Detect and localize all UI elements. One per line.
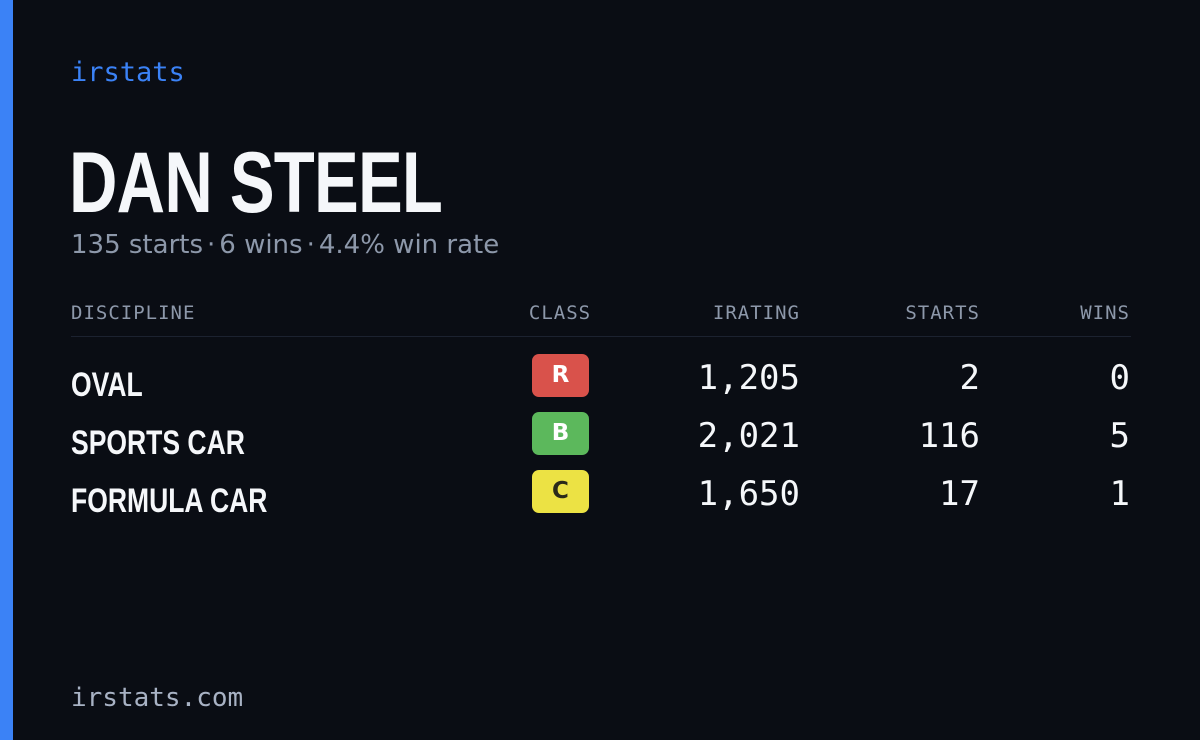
table-row: OVAL R 1,205 2 0 [71,354,1131,412]
discipline-name: SPORTS CAR [71,424,245,462]
irating-value: 2,021 [697,416,800,456]
table-header: DISCIPLINE CLASS IRATING STARTS WINS [71,298,1131,337]
starts-value: 116 [918,416,980,456]
driver-summary: 135 starts · 6 wins · 4.4% win rate [71,229,499,261]
starts-value: 17 [939,474,980,514]
summary-separator: · [306,230,315,260]
header-discipline: DISCIPLINE [71,302,196,324]
header-wins: WINS [1080,302,1130,324]
driver-name: DAN STEEL [69,135,443,231]
summary-separator: · [207,230,216,260]
license-class-badge: B [532,412,589,455]
table-row: FORMULA CAR C 1,650 17 1 [71,470,1131,528]
wins-value: 5 [1109,416,1130,456]
discipline-name: OVAL [71,366,143,404]
header-class: CLASS [528,302,592,324]
starts-value: 2 [959,358,980,398]
stats-table: DISCIPLINE CLASS IRATING STARTS WINS OVA… [71,298,1131,520]
table-row: SPORTS CAR B 2,021 116 5 [71,412,1131,470]
header-starts: STARTS [905,302,980,324]
accent-bar [0,0,13,740]
header-irating: IRATING [712,302,800,324]
brand-logo[interactable]: irstats [71,57,185,88]
summary-win-rate: 4.4% win rate [318,230,500,260]
license-class-badge: R [532,354,589,397]
license-class-badge: C [532,470,589,513]
table-body: OVAL R 1,205 2 0 SPORTS CAR B 2,021 116 … [71,337,1131,520]
summary-starts: 135 starts [71,230,203,260]
irating-value: 1,205 [697,358,800,398]
summary-wins: 6 wins [219,230,303,260]
wins-value: 0 [1109,358,1130,398]
discipline-name: FORMULA CAR [71,482,268,520]
wins-value: 1 [1109,474,1130,514]
irating-value: 1,650 [697,474,800,514]
footer-url[interactable]: irstats.com [71,683,244,713]
